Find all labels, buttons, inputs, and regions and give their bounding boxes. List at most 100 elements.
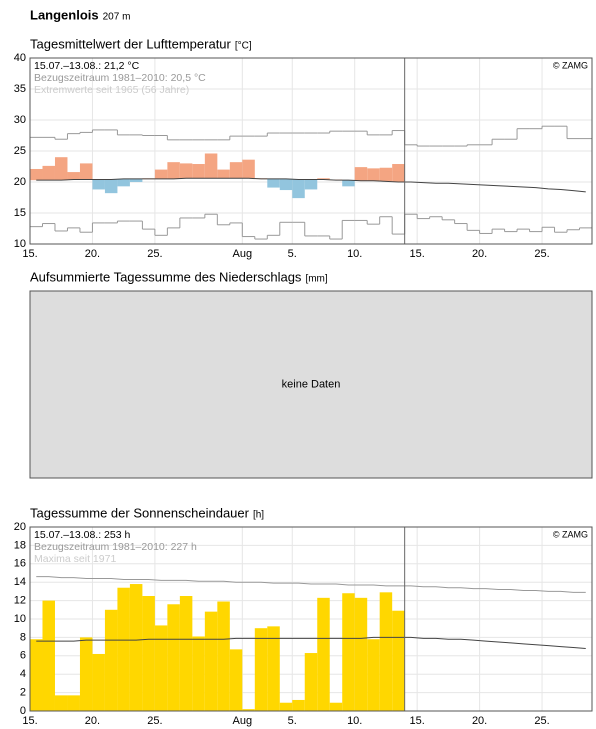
chart-title: Tagesmittelwert der Lufttemperatur [30, 36, 232, 51]
bar [342, 593, 355, 711]
bar [242, 709, 255, 711]
bar [292, 699, 305, 711]
x-tick-label: 20. [85, 715, 100, 727]
chart-title: Aufsummierte Tagessumme des Niederschlag… [30, 269, 302, 284]
bar [379, 592, 393, 711]
bar [304, 653, 318, 711]
bar [179, 596, 193, 711]
upper-line [36, 576, 586, 593]
annotation: Bezugszeitraum 1981–2010: 227 h [34, 541, 197, 553]
bar [54, 695, 68, 711]
y-tick-label: 20 [14, 176, 26, 188]
annotation: Bezugszeitraum 1981–2010: 20,5 °C [34, 72, 206, 84]
bar [167, 162, 180, 179]
plot-border [29, 57, 593, 245]
x-tick-label: 15. [22, 715, 37, 727]
x-tick-label: 20. [472, 248, 487, 260]
bar [104, 609, 118, 711]
bar [217, 601, 230, 711]
bar [92, 179, 105, 190]
bar [379, 167, 393, 182]
bar [104, 179, 118, 194]
bar [392, 164, 405, 182]
x-tick-label: 15. [22, 248, 37, 260]
bar [254, 628, 268, 711]
bar [267, 178, 280, 188]
bar [79, 163, 93, 180]
bar [42, 600, 55, 711]
bar [217, 169, 230, 179]
x-tick-label: 20. [472, 715, 487, 727]
bar [167, 604, 180, 711]
y-tick-label: 10 [14, 238, 26, 250]
bar [192, 636, 205, 711]
elevation: 207 m [103, 12, 131, 23]
bar [129, 178, 143, 182]
bar [30, 168, 43, 181]
y-tick-label: 6 [20, 650, 26, 662]
unit: [mm] [305, 274, 327, 285]
bar [204, 153, 218, 179]
y-tick-label: 30 [14, 114, 26, 126]
bar [117, 587, 130, 711]
bar [92, 653, 105, 711]
y-tick-label: 15 [14, 207, 26, 219]
y-tick-label: 18 [14, 539, 26, 551]
x-tick-label: 25. [147, 248, 162, 260]
bar [317, 597, 330, 711]
y-tick-label: 14 [14, 576, 26, 588]
plot-area [29, 290, 593, 479]
bar [304, 179, 318, 190]
y-tick-label: 10 [14, 613, 26, 625]
bar [54, 157, 68, 181]
copyright: © ZAMG [553, 529, 588, 539]
y-tick-label: 12 [14, 595, 26, 607]
bar [367, 168, 380, 181]
y-tick-label: 2 [20, 687, 26, 699]
bar [204, 611, 218, 711]
x-tick-label: 25. [534, 715, 549, 727]
bar [229, 162, 243, 179]
bar [392, 610, 405, 711]
bar [267, 626, 280, 711]
bar [154, 625, 168, 711]
bar [79, 637, 93, 711]
y-tick-label: 35 [14, 83, 26, 95]
annotation: Extremwerte seit 1965 (56 Jahre) [34, 84, 189, 96]
bar [292, 179, 305, 199]
x-tick-label: 5. [288, 248, 297, 260]
bar [367, 639, 380, 711]
annotation: Maxima seit 1971 [34, 553, 116, 565]
x-tick-label: Aug [233, 248, 253, 260]
y-tick-label: 4 [20, 668, 26, 680]
x-tick-label: 25. [147, 715, 162, 727]
station-name: Langenlois [30, 7, 99, 22]
y-tick-label: 40 [14, 52, 26, 64]
x-tick-label: 20. [85, 248, 100, 260]
bar [242, 159, 255, 179]
normal-line [36, 636, 586, 649]
bar [129, 584, 143, 711]
chart-title: Tagessumme der Sonnenscheindauer [30, 505, 250, 520]
x-tick-label: 15. [410, 248, 425, 260]
y-tick-label: 20 [14, 521, 26, 533]
bar [279, 178, 293, 191]
unit: [h] [253, 510, 264, 521]
x-tick-label: 25. [534, 248, 549, 260]
annotation: 15.07.–13.08.: 253 h [34, 529, 130, 541]
unit: [°C] [235, 41, 252, 52]
bar [67, 695, 80, 711]
x-tick-label: Aug [233, 715, 253, 727]
plot-border [29, 526, 593, 712]
bar [317, 178, 330, 180]
x-tick-label: 10. [347, 715, 362, 727]
y-tick-label: 16 [14, 558, 26, 570]
bar [179, 163, 193, 179]
x-tick-label: 15. [410, 715, 425, 727]
y-tick-label: 0 [20, 705, 26, 717]
bar [42, 165, 55, 181]
bar [279, 702, 293, 711]
no-data: keine Daten [282, 378, 341, 390]
bar [67, 172, 80, 180]
